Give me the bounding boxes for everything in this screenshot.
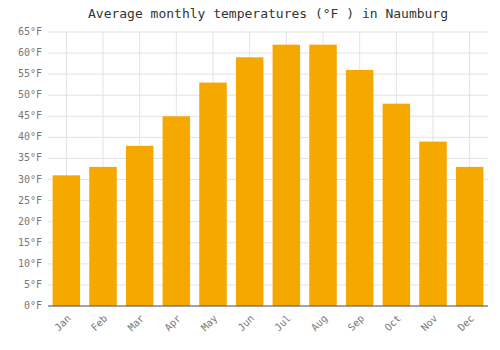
chart-svg: 0°F 5°F 10°F 15°F 20°F 25°F 30°F 35°F 40°F 45°F 50… xyxy=(0,0,500,350)
y-tick-label: 20°F xyxy=(18,216,42,227)
x-tick-label: Aug xyxy=(309,313,330,334)
x-tick-label: Sep xyxy=(346,313,367,334)
y-tick-label: 10°F xyxy=(18,258,42,269)
y-tick-label: 5°F xyxy=(24,279,42,290)
y-grid-line xyxy=(48,95,488,96)
bar xyxy=(163,116,191,306)
bar xyxy=(199,83,227,306)
x-tick-label: Feb xyxy=(89,313,110,334)
x-axis: Jan Feb Mar Apr May Jun Jul Aug Sep Oct Nov Dec xyxy=(52,313,476,334)
y-tick-label: 25°F xyxy=(18,195,42,206)
y-tick-label: 55°F xyxy=(18,68,42,79)
y-grid-line xyxy=(48,74,488,75)
y-grid-line xyxy=(48,306,488,307)
x-tick-label: May xyxy=(199,313,220,334)
x-tick-label: Jun xyxy=(236,313,257,334)
y-tick-label: 65°F xyxy=(18,26,42,37)
y-tick-label: 60°F xyxy=(18,47,42,58)
x-axis-line xyxy=(48,306,488,307)
bars xyxy=(53,45,484,306)
x-tick-label: Mar xyxy=(126,313,147,334)
x-tick-label: Oct xyxy=(382,313,403,334)
y-tick-label: 40°F xyxy=(18,131,42,142)
x-tick-label: Dec xyxy=(456,313,477,334)
x-tick-label: Jul xyxy=(272,313,293,334)
bar xyxy=(419,142,447,306)
grid xyxy=(48,32,488,306)
bar xyxy=(346,70,374,306)
x-tick-label: Nov xyxy=(419,313,440,334)
y-grid-line xyxy=(48,116,488,117)
y-tick-label: 45°F xyxy=(18,110,42,121)
x-tick-label: Apr xyxy=(162,313,183,334)
bar xyxy=(456,167,484,306)
y-tick-label: 50°F xyxy=(18,89,42,100)
y-tick-label: 35°F xyxy=(18,152,42,163)
bar xyxy=(383,104,411,306)
bar xyxy=(89,167,117,306)
y-grid-line xyxy=(48,32,488,33)
bar xyxy=(53,175,80,306)
bar xyxy=(236,57,264,306)
title: Average monthly temperatures (°F ) in Na… xyxy=(88,6,448,21)
chart-container: 0°F 5°F 10°F 15°F 20°F 25°F 30°F 35°F 40°F 45°F 50… xyxy=(0,0,500,350)
y-tick-label: 15°F xyxy=(18,237,42,248)
bar xyxy=(309,45,337,306)
y-tick-label: 0°F xyxy=(24,300,42,311)
y-tick-label: 30°F xyxy=(18,174,42,185)
bar xyxy=(273,45,301,306)
bar xyxy=(126,146,153,306)
y-grid-line xyxy=(48,137,488,138)
x-tick-label: Jan xyxy=(52,313,73,334)
y-grid-line xyxy=(48,53,488,54)
y-axis: 0°F 5°F 10°F 15°F 20°F 25°F 30°F 35°F 40°F 45°F 50… xyxy=(18,26,42,311)
